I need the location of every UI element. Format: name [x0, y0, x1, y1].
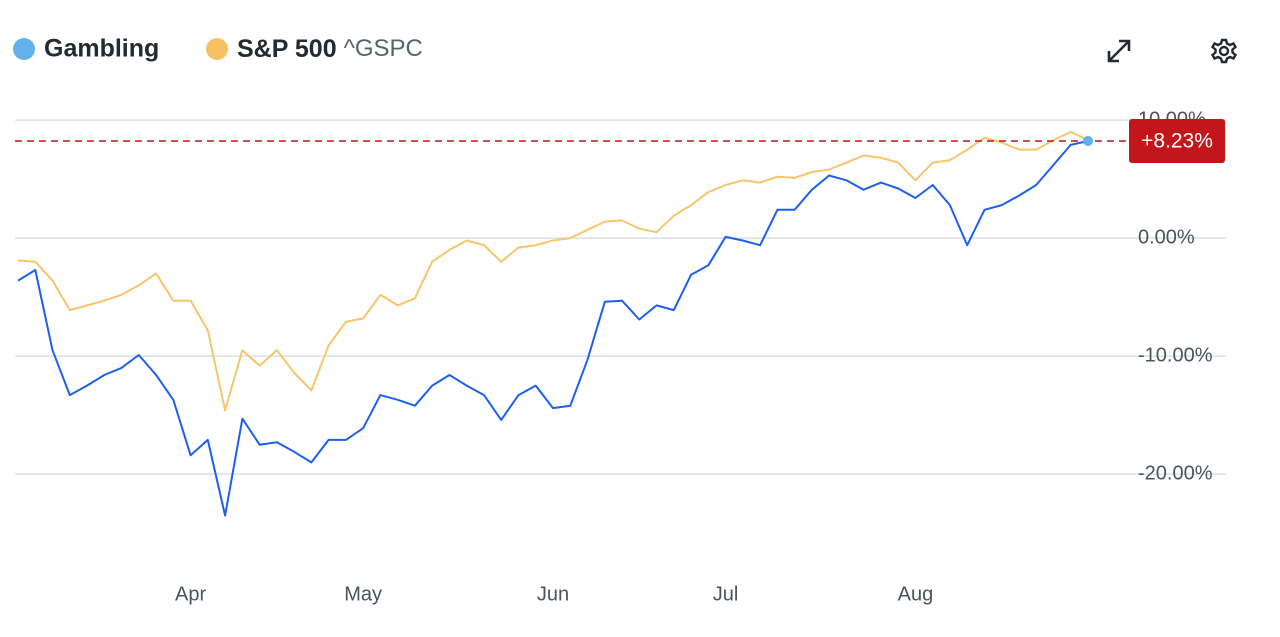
x-tick-label: May — [344, 583, 382, 605]
last-value-label: +8.23% — [1141, 130, 1213, 153]
last-value-badge — [1129, 118, 1225, 163]
axes: -20.00%-10.00%0.00%10.00%AprMayJunJulAug… — [175, 108, 1225, 605]
legend-label[interactable]: S&P 500 ^GSPC — [237, 35, 423, 63]
y-tick-label: -10.00% — [1138, 344, 1213, 366]
legend-dot — [206, 38, 228, 60]
grid — [15, 119, 1226, 475]
legend: Gambling S&P 500 ^GSPC — [13, 35, 423, 63]
end-point — [1083, 135, 1093, 146]
series-name: S&P 500 — [237, 35, 337, 63]
series-line — [17, 140, 1089, 517]
plot — [15, 130, 1130, 517]
settings-icon[interactable] — [1210, 38, 1238, 64]
x-tick-label: Jun — [537, 583, 569, 605]
series-line — [17, 130, 1089, 412]
expand-icon[interactable] — [1107, 39, 1131, 63]
y-tick-label: 0.00% — [1138, 226, 1195, 248]
x-tick-label: Apr — [175, 583, 206, 605]
legend-label[interactable]: Gambling — [44, 35, 159, 63]
series-symbol: ^GSPC — [344, 35, 423, 62]
legend-dot — [13, 38, 35, 60]
x-tick-label: Jul — [713, 583, 739, 605]
x-tick-label: Aug — [898, 583, 934, 605]
y-tick-label: -20.00% — [1138, 462, 1213, 484]
